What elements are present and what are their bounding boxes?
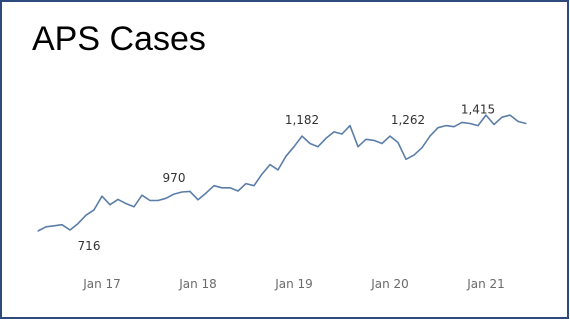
data-point bbox=[381, 142, 383, 145]
data-point bbox=[525, 122, 527, 125]
data-point bbox=[69, 229, 71, 231]
data-point bbox=[477, 125, 479, 127]
data-point bbox=[349, 125, 351, 127]
data-point bbox=[85, 214, 87, 216]
data-point bbox=[413, 154, 415, 156]
data-point bbox=[421, 147, 423, 149]
data-point bbox=[149, 199, 151, 202]
data-point bbox=[157, 199, 159, 202]
data-point bbox=[101, 195, 103, 197]
chart-title: APS Cases bbox=[32, 20, 206, 58]
data-point bbox=[213, 185, 215, 187]
data-point bbox=[253, 185, 255, 187]
data-point bbox=[197, 199, 199, 201]
data-point bbox=[485, 114, 487, 116]
data-point bbox=[405, 158, 407, 160]
data-point bbox=[109, 204, 111, 206]
data-point bbox=[125, 203, 127, 205]
data-point bbox=[93, 209, 95, 211]
x-tick-label: Jan 20 bbox=[370, 277, 409, 291]
data-label: 1,262 bbox=[391, 113, 425, 127]
data-point bbox=[181, 191, 183, 193]
data-point bbox=[445, 125, 447, 127]
x-tick-label: Jan 19 bbox=[274, 277, 313, 291]
x-tick-label: Jan 17 bbox=[82, 277, 121, 291]
data-point bbox=[261, 173, 263, 175]
data-point bbox=[205, 192, 207, 194]
data-point bbox=[365, 138, 367, 140]
data-point bbox=[389, 135, 391, 137]
data-point bbox=[397, 141, 399, 144]
data-point bbox=[301, 135, 303, 137]
data-label: 1,415 bbox=[461, 103, 495, 117]
data-point bbox=[325, 137, 327, 139]
data-point bbox=[341, 133, 343, 135]
data-point bbox=[453, 126, 455, 128]
data-point bbox=[501, 116, 503, 118]
data-point bbox=[45, 226, 47, 228]
data-point bbox=[53, 225, 55, 227]
data-point bbox=[357, 146, 359, 148]
data-point bbox=[189, 190, 191, 192]
data-point bbox=[77, 223, 79, 225]
data-point bbox=[221, 187, 223, 189]
data-point bbox=[509, 114, 511, 116]
data-point bbox=[429, 135, 431, 137]
data-point bbox=[493, 123, 495, 126]
x-tick-label: Jan 18 bbox=[178, 277, 217, 291]
data-point bbox=[133, 206, 135, 208]
data-point bbox=[285, 155, 287, 157]
data-point bbox=[437, 127, 439, 129]
data-point bbox=[373, 139, 375, 141]
data-point bbox=[333, 131, 335, 133]
data-point bbox=[237, 190, 239, 192]
data-point bbox=[165, 197, 167, 199]
data-point bbox=[293, 146, 295, 148]
x-tick-label: Jan 21 bbox=[466, 277, 505, 291]
series-line bbox=[37, 114, 527, 232]
data-point bbox=[61, 224, 63, 226]
data-point bbox=[269, 164, 271, 166]
data-point bbox=[469, 122, 471, 125]
data-point bbox=[461, 121, 463, 123]
data-point bbox=[141, 194, 143, 196]
data-point bbox=[37, 230, 39, 232]
data-label: 970 bbox=[163, 171, 186, 185]
data-label: 1,182 bbox=[285, 113, 319, 127]
data-point bbox=[277, 169, 279, 171]
data-point bbox=[317, 146, 319, 148]
data-point bbox=[173, 193, 175, 195]
data-point bbox=[309, 142, 311, 145]
data-point bbox=[245, 183, 247, 185]
data-point bbox=[229, 187, 231, 189]
data-point bbox=[517, 120, 519, 122]
data-point bbox=[117, 198, 119, 200]
data-label: 716 bbox=[78, 239, 101, 253]
